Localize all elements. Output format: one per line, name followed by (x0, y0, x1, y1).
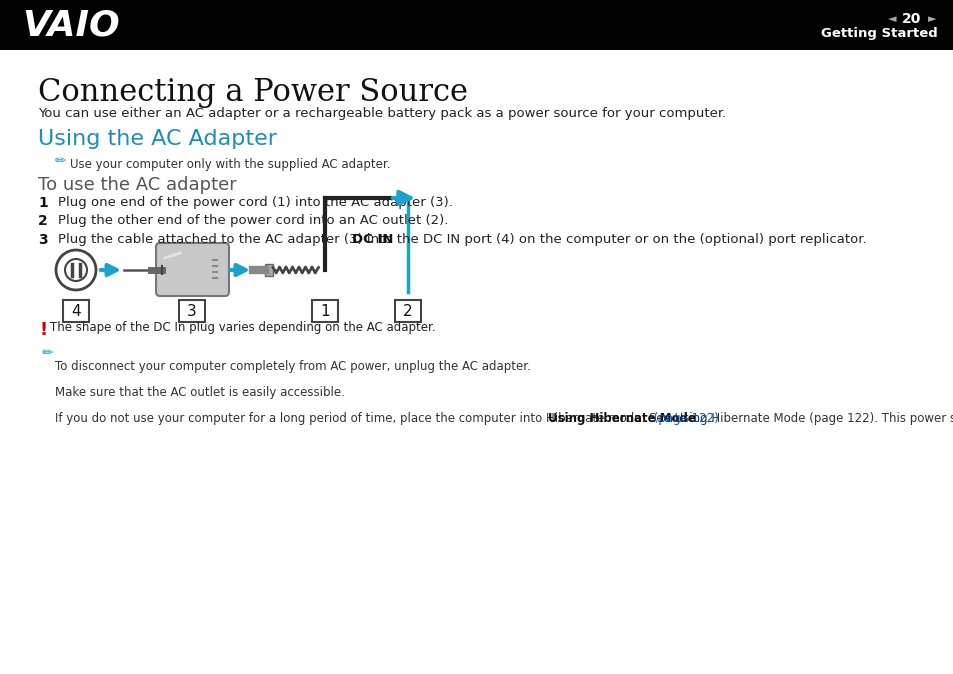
Circle shape (323, 197, 326, 200)
Text: 1: 1 (320, 303, 330, 319)
Bar (63, 300, 89, 322)
FancyBboxPatch shape (156, 243, 229, 296)
Text: If you do not use your computer for a long period of time, place the computer in: If you do not use your computer for a lo… (55, 412, 953, 425)
Text: 3: 3 (187, 303, 196, 319)
Text: Plug the other end of the power cord into an AC outlet (2).: Plug the other end of the power cord int… (58, 214, 448, 227)
Text: Make sure that the AC outlet is easily accessible.: Make sure that the AC outlet is easily a… (55, 386, 345, 399)
Text: 3: 3 (38, 233, 48, 247)
Text: ►: ► (927, 14, 936, 24)
Bar (395, 300, 420, 322)
Text: Plug one end of the power cord (1) into the AC adapter (3).: Plug one end of the power cord (1) into … (58, 196, 453, 209)
Text: 2: 2 (403, 303, 413, 319)
Text: Using Hibernate Mode: Using Hibernate Mode (548, 412, 696, 425)
Bar (0, 0, 953, 50)
Text: 20: 20 (902, 12, 921, 26)
Text: VAIO: VAIO (22, 8, 120, 42)
Text: You can use either an AC adapter or a rechargeable battery pack as a power sourc: You can use either an AC adapter or a re… (38, 107, 725, 120)
Text: Plug the cable attached to the AC adapter (3) into the DC IN port (4) on the com: Plug the cable attached to the AC adapte… (58, 233, 865, 246)
Bar (179, 300, 205, 322)
Text: Getting Started: Getting Started (821, 26, 937, 40)
Text: To disconnect your computer completely from AC power, unplug the AC adapter.: To disconnect your computer completely f… (55, 360, 530, 373)
Text: ✏: ✏ (42, 346, 53, 360)
Text: !: ! (40, 321, 48, 339)
Text: Use your computer only with the supplied AC adapter.: Use your computer only with the supplied… (70, 158, 390, 171)
Text: 2: 2 (38, 214, 48, 228)
Text: Connecting a Power Source: Connecting a Power Source (38, 77, 468, 108)
Text: Using the AC Adapter: Using the AC Adapter (38, 129, 276, 149)
Text: ✏: ✏ (55, 154, 67, 168)
Text: 4: 4 (71, 303, 81, 319)
Bar (312, 300, 337, 322)
Text: ◄: ◄ (886, 14, 895, 24)
Text: (page 122): (page 122) (650, 412, 719, 425)
Text: DC IN: DC IN (352, 233, 394, 246)
Bar (265, 264, 273, 276)
Text: 1: 1 (38, 196, 48, 210)
Text: To use the AC adapter: To use the AC adapter (38, 176, 236, 194)
Text: The shape of the DC In plug varies depending on the AC adapter.: The shape of the DC In plug varies depen… (50, 321, 436, 334)
